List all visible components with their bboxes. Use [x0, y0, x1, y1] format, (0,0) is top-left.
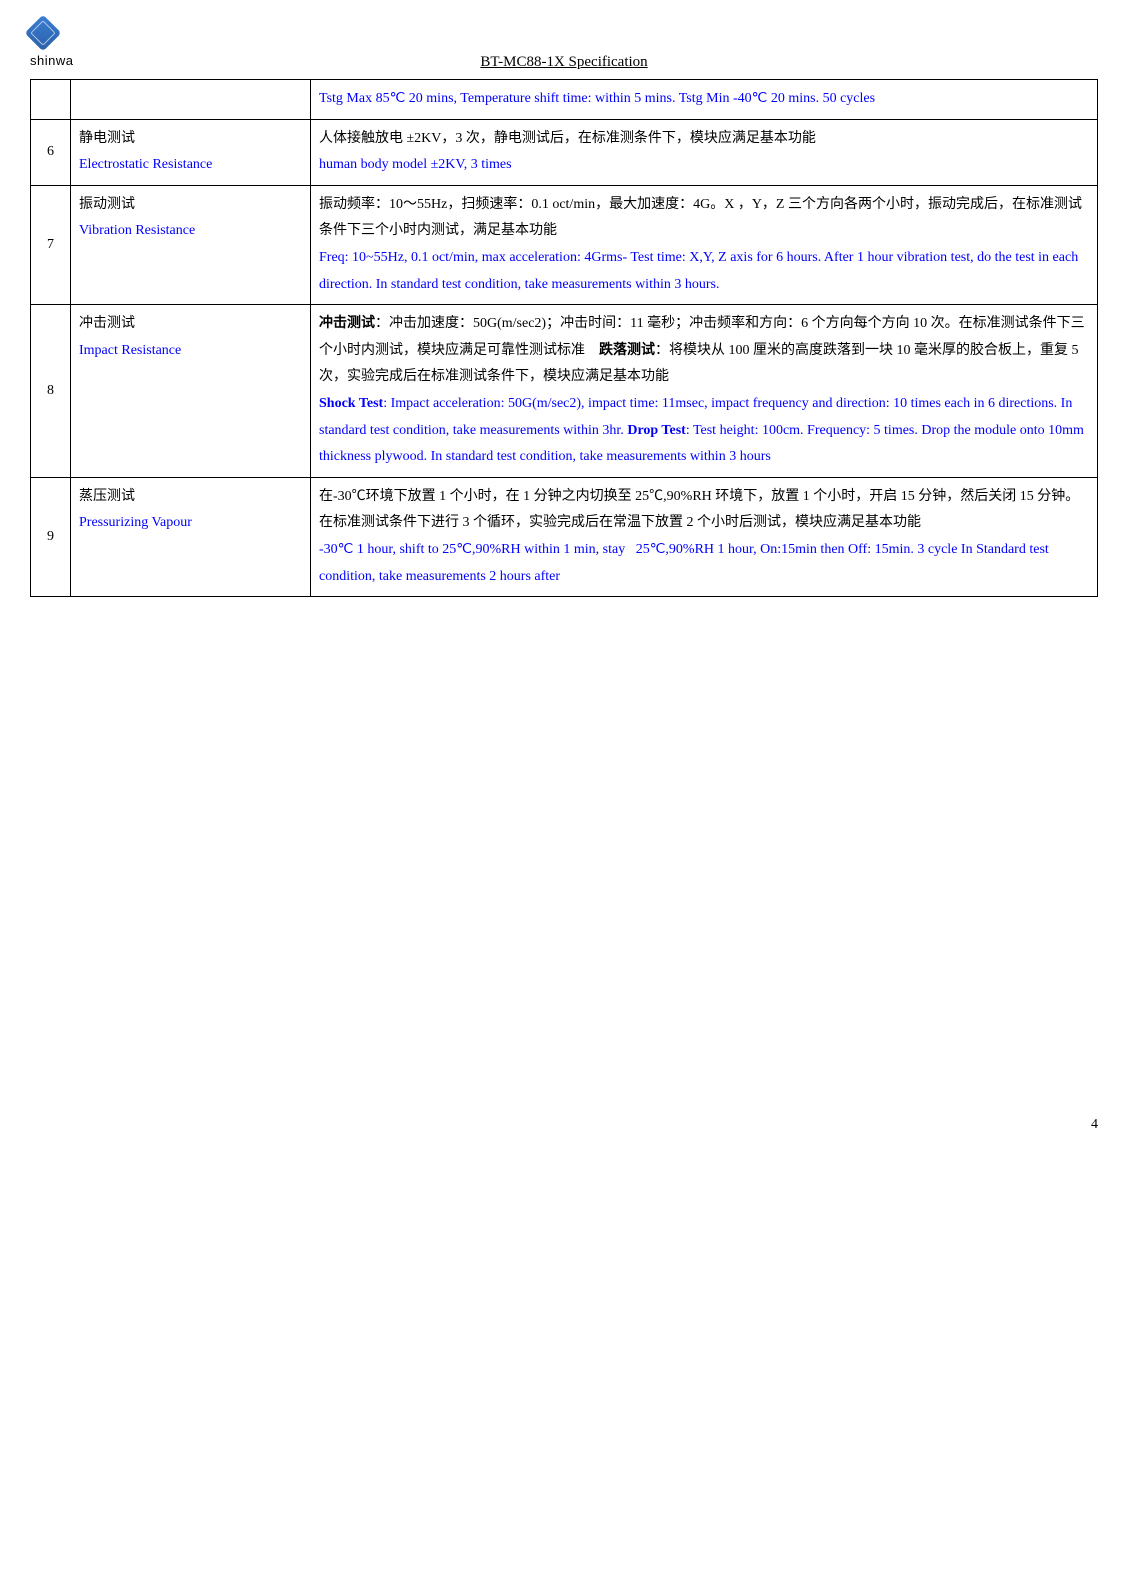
test-desc-cell: Tstg Max 85℃ 20 mins, Temperature shift …: [311, 80, 1098, 120]
table-row: 7 振动测试 Vibration Resistance 振动频率：10～55Hz，扫频…: [31, 185, 1098, 304]
test-name-cn: 振动测试: [79, 197, 135, 212]
test-name-cn: 冲击测试: [79, 316, 135, 331]
table-row: Tstg Max 85℃ 20 mins, Temperature shift …: [31, 80, 1098, 120]
table-row: 6 静电测试 Electrostatic Resistance 人体接触放电 ±2KV…: [31, 119, 1098, 185]
row-index: [31, 80, 71, 120]
test-name-cn: 静电测试: [79, 131, 135, 146]
test-desc-cell: 冲击测试：冲击加速度：50G(m/sec2)；冲击时间：11 毫秒；冲击频率和方…: [311, 305, 1098, 478]
logo-icon: [25, 15, 62, 52]
test-desc-cell: 人体接触放电 ±2KV，3 次，静电测试后，在标准测条件下，模块应满足基本功能h…: [311, 119, 1098, 185]
test-name-cell: 冲击测试 Impact Resistance: [71, 305, 311, 478]
row-index: 6: [31, 119, 71, 185]
test-name-cn: 蒸压测试: [79, 489, 135, 504]
test-name-cell: 振动测试 Vibration Resistance: [71, 185, 311, 304]
test-name-en: Vibration Resistance: [79, 223, 195, 238]
test-name-cell: 静电测试 Electrostatic Resistance: [71, 119, 311, 185]
test-name-en: Electrostatic Resistance: [79, 157, 212, 172]
row-index: 7: [31, 185, 71, 304]
doc-title: BT-MC88-1X Specification: [30, 54, 1098, 71]
row-index: 9: [31, 477, 71, 596]
test-desc-cell: 在-30℃环境下放置 1 个小时，在 1 分钟之内切换至 25℃,90%RH 环…: [311, 477, 1098, 596]
spec-table: Tstg Max 85℃ 20 mins, Temperature shift …: [30, 79, 1098, 597]
test-name-cell: 蒸压测试 Pressurizing Vapour: [71, 477, 311, 596]
test-name-cell: [71, 80, 311, 120]
test-desc-cell: 振动频率：10～55Hz，扫频速率：0.1 oct/min，最大加速度：4G。X…: [311, 185, 1098, 304]
row-index: 8: [31, 305, 71, 478]
test-name-en: Pressurizing Vapour: [79, 515, 192, 530]
page-number: 4: [30, 1117, 1098, 1133]
table-row: 9 蒸压测试 Pressurizing Vapour 在-30℃环境下放置 1 个小时…: [31, 477, 1098, 596]
test-name-en: Impact Resistance: [79, 343, 181, 358]
table-row: 8 冲击测试 Impact Resistance 冲击测试：冲击加速度：50G(m/s…: [31, 305, 1098, 478]
